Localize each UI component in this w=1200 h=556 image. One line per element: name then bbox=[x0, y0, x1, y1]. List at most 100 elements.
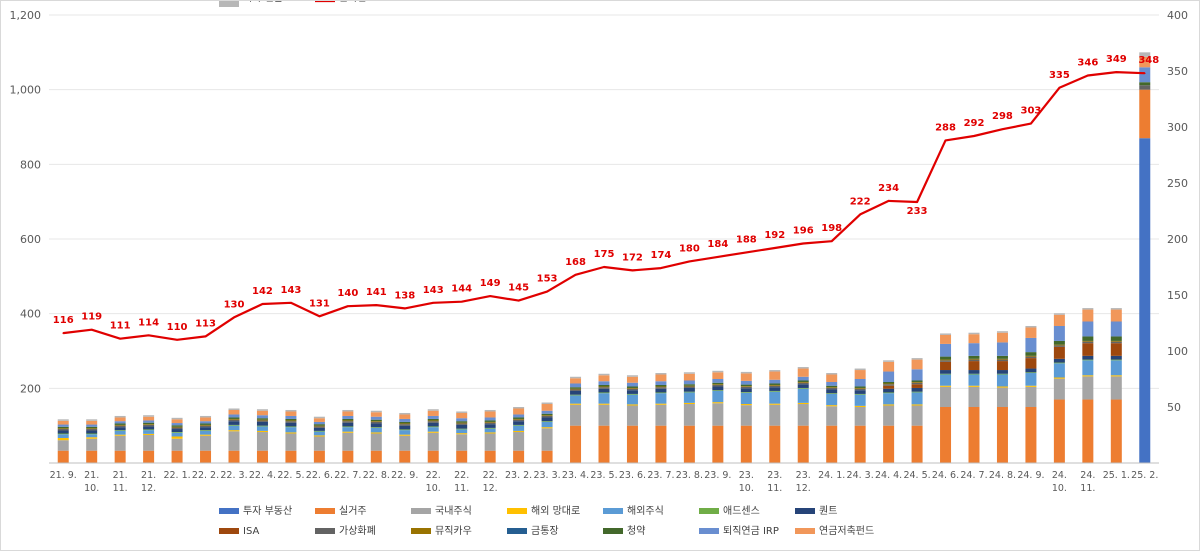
net-assets-data-label: 141 bbox=[366, 287, 387, 298]
net-assets-point bbox=[916, 201, 918, 203]
bar-segment bbox=[769, 404, 781, 426]
bar-segment bbox=[256, 409, 268, 411]
x-tick-label: 22. 2. bbox=[192, 470, 219, 481]
bar-segment bbox=[797, 384, 809, 388]
bar-segment bbox=[541, 421, 553, 428]
x-tick-label: 25. 1. bbox=[1103, 470, 1130, 481]
bar-segment bbox=[826, 387, 838, 390]
bar-segment bbox=[370, 423, 382, 428]
bar-segment bbox=[114, 427, 126, 431]
bar-segment bbox=[57, 450, 69, 463]
bar-segment bbox=[256, 426, 268, 431]
bar-segment bbox=[143, 415, 155, 417]
bar-segment bbox=[228, 450, 240, 463]
bar-segment bbox=[200, 430, 212, 431]
bar-segment bbox=[456, 418, 468, 422]
y2-tick-label: 200 bbox=[1167, 233, 1188, 246]
x-tick-label: 22. 1. bbox=[163, 470, 190, 481]
bar-segment bbox=[370, 450, 382, 463]
bar-segment bbox=[1053, 399, 1065, 463]
bar-segment bbox=[883, 361, 895, 372]
y-tick-label: 800 bbox=[20, 158, 41, 171]
bar-segment bbox=[256, 418, 268, 420]
bar-segment bbox=[968, 358, 980, 360]
bar-segment bbox=[598, 393, 610, 404]
x-axis-ticks: 21. 9. 21. 10.21. 11.21. 12.22. 1. 22. 2. 22. … bbox=[50, 470, 1159, 494]
bar-segment bbox=[285, 432, 297, 434]
bar-segment bbox=[313, 430, 325, 432]
bar-segment bbox=[456, 428, 468, 430]
bar-segment bbox=[513, 418, 525, 420]
bar-segment bbox=[200, 425, 212, 428]
bar-segment bbox=[1139, 52, 1151, 57]
bar-segment bbox=[996, 373, 1008, 375]
bar-segment bbox=[1053, 325, 1065, 341]
bar-segment bbox=[1139, 56, 1151, 68]
bar-segment bbox=[570, 404, 582, 426]
net-assets-data-label: 233 bbox=[907, 206, 928, 217]
bar-segment bbox=[484, 424, 496, 428]
bar-segment bbox=[797, 382, 809, 385]
bar-segment bbox=[228, 425, 240, 431]
bar-segment bbox=[570, 388, 582, 390]
bar-segment bbox=[285, 421, 297, 423]
bar-segment bbox=[285, 415, 297, 419]
bar-segment bbox=[740, 425, 752, 463]
bar-segment bbox=[399, 418, 411, 422]
bar-segment bbox=[598, 387, 610, 389]
bar-segment bbox=[570, 394, 582, 396]
bar-segment bbox=[200, 427, 212, 431]
net-assets-point bbox=[1001, 128, 1004, 131]
legend-label: 해외 망대로 bbox=[531, 504, 580, 517]
bar-segment bbox=[968, 334, 980, 344]
bar-segment bbox=[1082, 399, 1094, 463]
bar-segment bbox=[513, 421, 525, 425]
bar-segment bbox=[484, 420, 496, 422]
bar-segment bbox=[797, 402, 809, 405]
bar-segment bbox=[143, 416, 155, 421]
bar-segment bbox=[996, 331, 1008, 333]
bar-segment bbox=[342, 422, 354, 427]
bar-segment bbox=[740, 373, 752, 381]
bar-segment bbox=[1110, 343, 1122, 356]
bar-segment bbox=[655, 384, 667, 387]
y-tick-label: 1,000 bbox=[10, 84, 42, 97]
bar-segment bbox=[996, 342, 1008, 356]
bar-segment bbox=[940, 359, 952, 361]
x-tick-label: 23. 5. bbox=[590, 470, 617, 481]
bar-segment bbox=[1025, 356, 1037, 359]
bar-segment bbox=[200, 430, 212, 435]
bar-segment bbox=[228, 409, 240, 415]
bar-segment bbox=[228, 430, 240, 432]
bar-segment bbox=[655, 387, 667, 389]
bar-segment bbox=[854, 379, 866, 387]
y-tick-label: 400 bbox=[20, 308, 41, 321]
bar-segment bbox=[513, 407, 525, 409]
bar-segment bbox=[769, 384, 781, 386]
bar-segment bbox=[1025, 352, 1037, 356]
bar-segment bbox=[399, 450, 411, 463]
bar-segment bbox=[996, 407, 1008, 463]
bar-segment bbox=[996, 370, 1008, 374]
bar-segment bbox=[1082, 355, 1094, 360]
bar-segment bbox=[570, 378, 582, 384]
bar-segment bbox=[143, 420, 155, 423]
net-assets-point bbox=[773, 247, 776, 249]
bar-segment bbox=[171, 427, 183, 430]
x-tick-label: 24. 6. bbox=[932, 470, 959, 481]
bar-segment bbox=[484, 450, 496, 463]
bar-segment bbox=[769, 387, 781, 391]
net-assets-point bbox=[717, 256, 719, 258]
bar-segment bbox=[911, 380, 923, 382]
bar-segment bbox=[399, 425, 411, 430]
bar-segment bbox=[968, 385, 980, 387]
bar-segment bbox=[200, 450, 212, 463]
bar-segment bbox=[911, 369, 923, 381]
bar-segment bbox=[313, 450, 325, 463]
bar-segment bbox=[86, 424, 98, 427]
x-tick-label: 22. 3. bbox=[220, 470, 247, 481]
net-assets-data-label: 116 bbox=[53, 315, 74, 326]
bar-segment bbox=[1025, 385, 1037, 387]
bar-segment bbox=[285, 422, 297, 427]
